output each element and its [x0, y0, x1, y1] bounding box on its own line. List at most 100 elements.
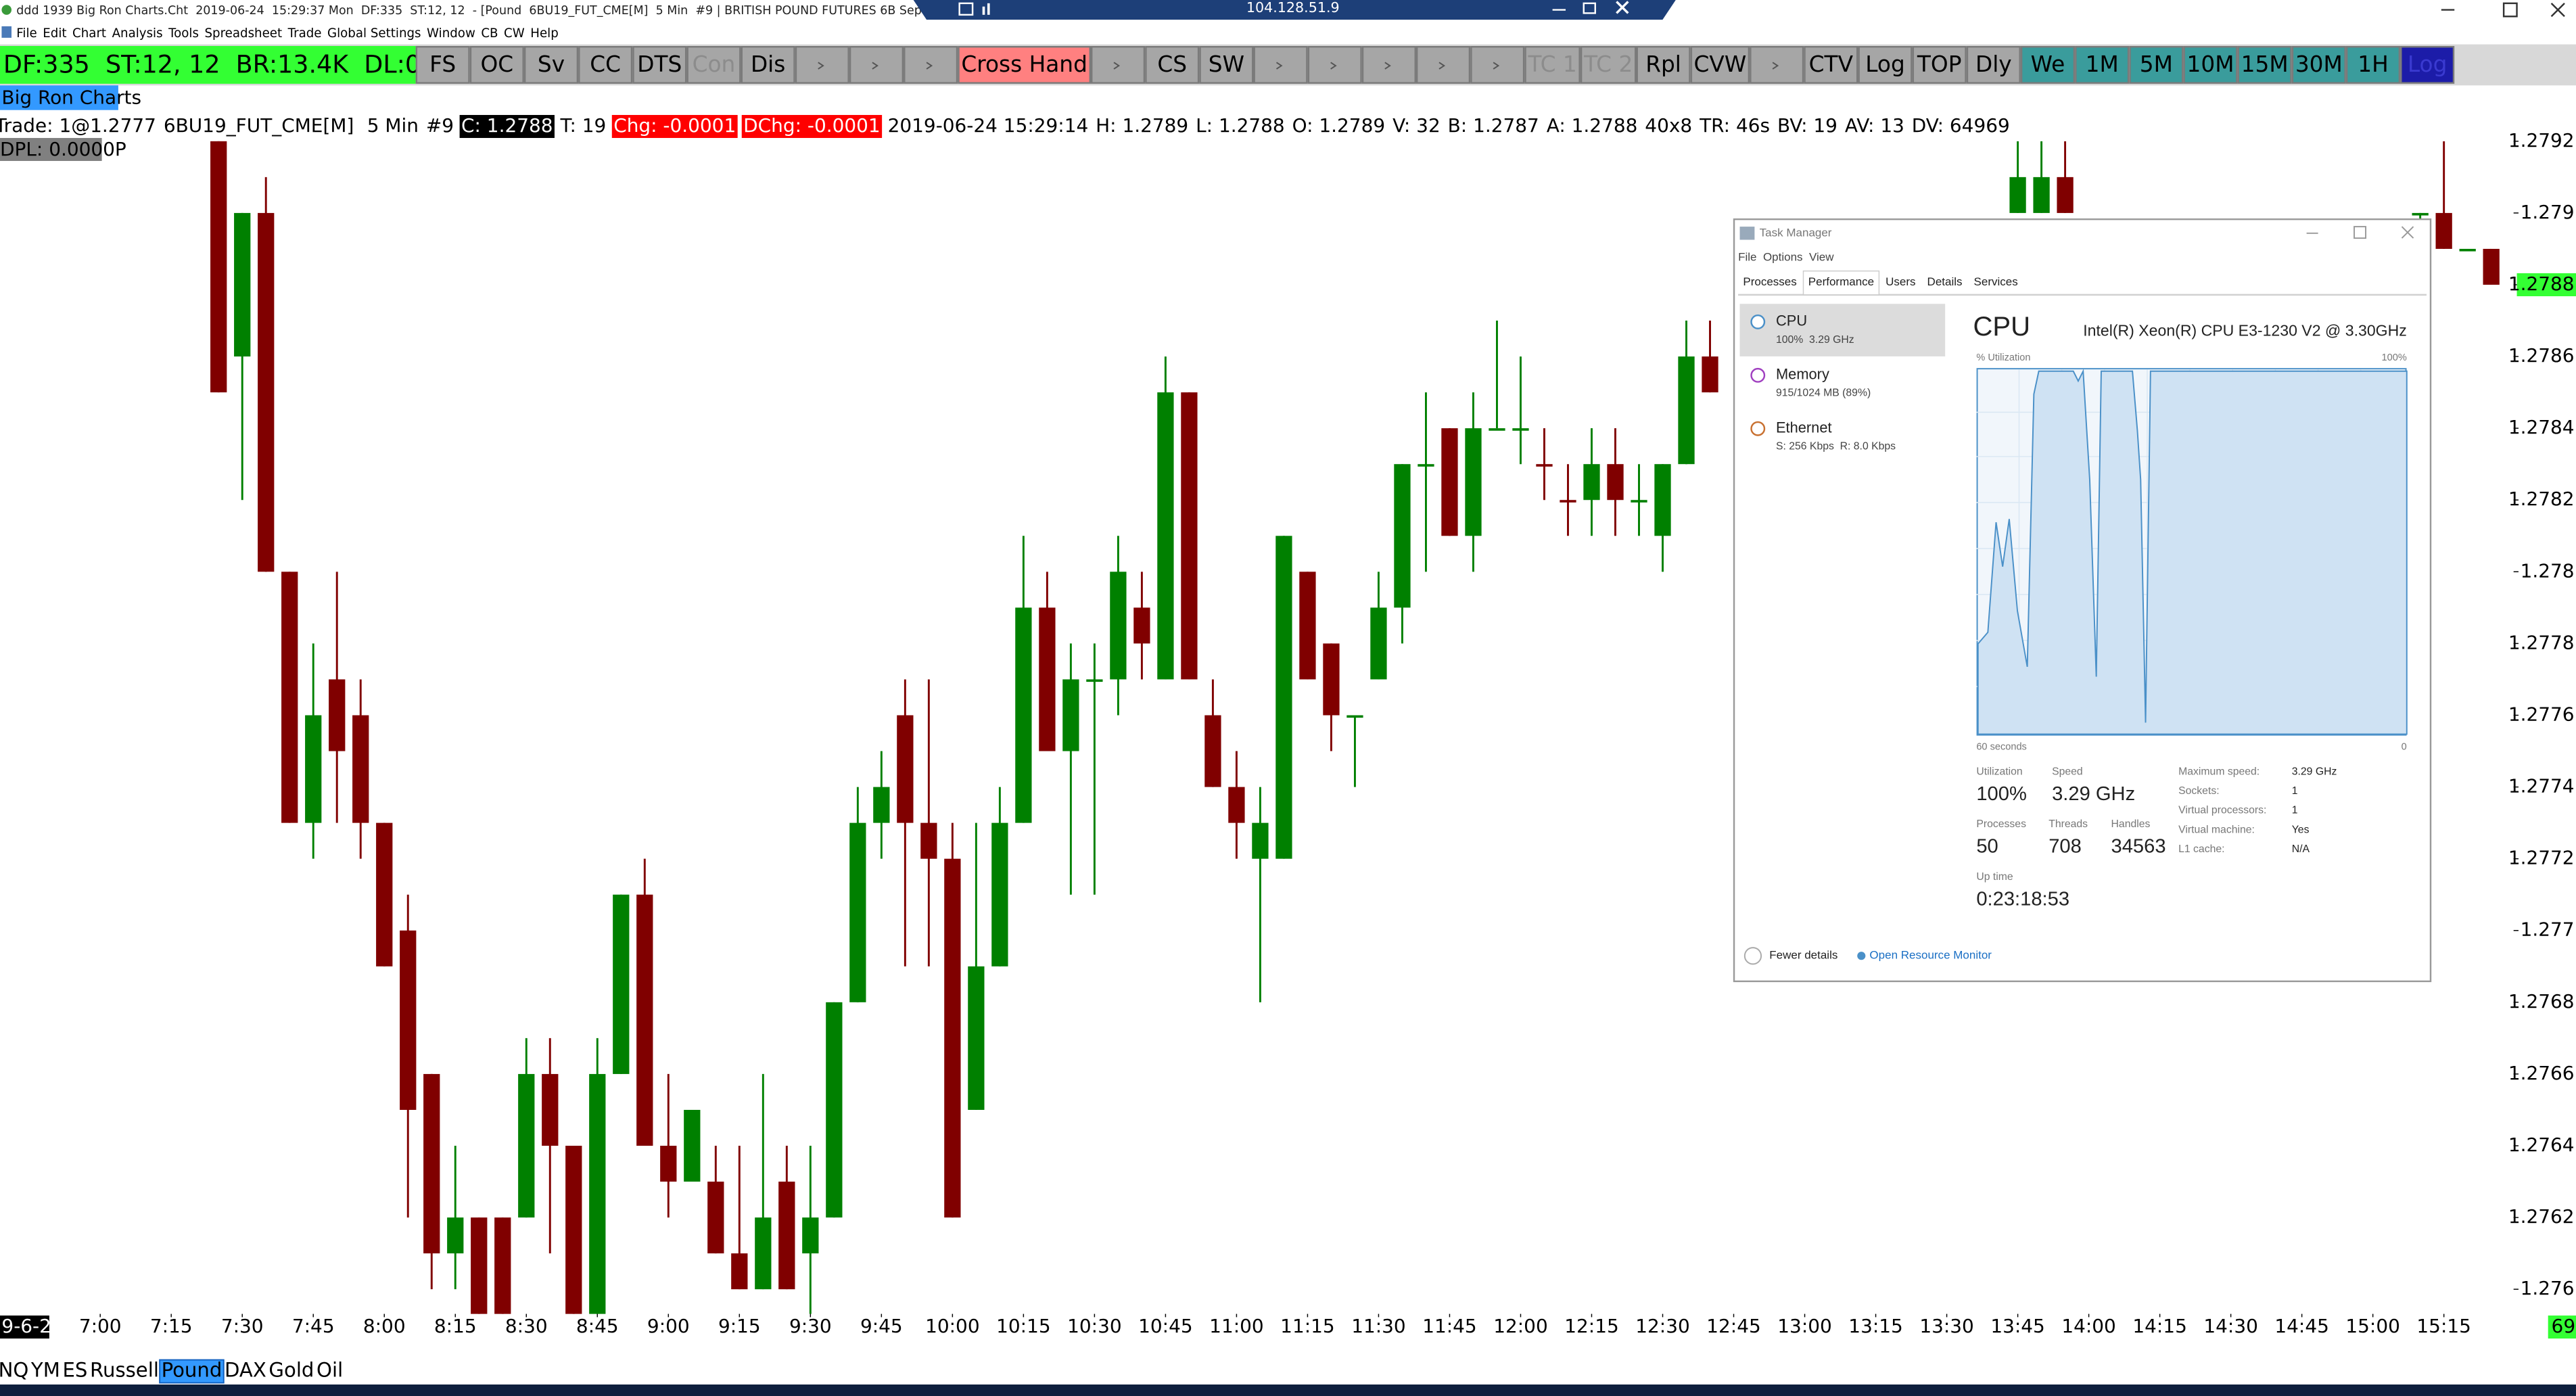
resource-detail[interactable]: 915/1024 MB (89%): [1776, 388, 1871, 399]
button-face[interactable]: [523, 45, 579, 84]
menu-item[interactable]: Global Settings: [327, 26, 421, 41]
button-face[interactable]: [1966, 45, 2021, 84]
symbol-tab[interactable]: Gold: [268, 1359, 314, 1382]
remote-restore[interactable]: [1583, 2, 1596, 14]
resource-name[interactable]: Ethernet: [1776, 419, 1832, 436]
toolbar-button[interactable]: CVW: [1690, 45, 1750, 84]
button-icon[interactable]: [1330, 62, 1337, 70]
toolbar-button[interactable]: DTS: [632, 45, 687, 84]
toolbar-button[interactable]: [1090, 45, 1146, 84]
resource-name[interactable]: CPU: [1776, 312, 1807, 329]
symbol-tab[interactable]: NQ: [0, 1359, 28, 1382]
button-face[interactable]: [2400, 45, 2455, 84]
button-label[interactable]: Log: [2408, 51, 2448, 77]
toolbar-button[interactable]: CTV: [1804, 45, 1858, 84]
button-label[interactable]: Rpl: [1645, 51, 1681, 77]
menu-item[interactable]: Help: [530, 26, 559, 41]
button-face[interactable]: [2183, 45, 2238, 84]
button-face[interactable]: [578, 45, 633, 84]
button-icon[interactable]: [1384, 62, 1391, 70]
toolbar-button[interactable]: Sv: [523, 45, 579, 84]
toolbar-button[interactable]: 5M: [2129, 45, 2184, 84]
tm-menu[interactable]: File Options View: [1738, 251, 1834, 264]
menu-item[interactable]: CW: [504, 26, 525, 41]
toolbar-button[interactable]: [849, 45, 904, 84]
button-face[interactable]: [632, 45, 687, 84]
button-face[interactable]: [1524, 45, 1580, 84]
toolbar-button[interactable]: CC: [578, 45, 633, 84]
fewer-details[interactable]: Fewer details: [1769, 949, 1837, 962]
button-face[interactable]: [741, 45, 795, 84]
button-face[interactable]: [1858, 45, 1913, 84]
toolbar-button[interactable]: FS: [415, 45, 470, 84]
button-icon[interactable]: [1493, 62, 1500, 70]
button-label[interactable]: CTV: [1809, 51, 1854, 77]
button-face[interactable]: [2129, 45, 2184, 84]
button-label[interactable]: 5M: [2140, 51, 2173, 77]
tm-tab[interactable]: Processes: [1743, 275, 1796, 288]
button-icon[interactable]: [872, 62, 879, 70]
toolbar-button[interactable]: 10M: [2183, 45, 2238, 84]
symbol-tab-selected[interactable]: [159, 1359, 225, 1384]
toolbar-button[interactable]: We: [2020, 45, 2076, 84]
button-face[interactable]: [1690, 45, 1750, 84]
toolbar-button[interactable]: [795, 45, 849, 84]
menu-item[interactable]: Trade: [287, 26, 322, 41]
monitor-icon[interactable]: [1857, 952, 1866, 960]
button-label[interactable]: Sv: [538, 51, 565, 77]
toolbar-button[interactable]: Con: [686, 45, 741, 84]
tm-tab[interactable]: Details: [1927, 275, 1963, 288]
button-face[interactable]: [2075, 45, 2130, 84]
button-face[interactable]: [1145, 45, 1200, 84]
menu-item[interactable]: CB: [481, 26, 498, 41]
button-face[interactable]: [415, 45, 470, 84]
button-label[interactable]: TC 2: [1583, 51, 1633, 77]
toolbar-button[interactable]: Log: [2400, 45, 2455, 84]
symbol-tab[interactable]: Russell: [90, 1359, 159, 1382]
button-label[interactable]: 30M: [2295, 51, 2343, 77]
selected-resource[interactable]: [1739, 304, 1946, 356]
menu-item[interactable]: Analysis: [112, 26, 163, 41]
toolbar-button[interactable]: TC 2: [1580, 45, 1637, 84]
toolbar-button[interactable]: 15M: [2237, 45, 2292, 84]
close[interactable]: [2550, 2, 2565, 18]
menu-item[interactable]: Spreadsheet: [204, 26, 282, 41]
toolbar-button[interactable]: [1253, 45, 1308, 84]
button-face[interactable]: [1804, 45, 1858, 84]
button-icon[interactable]: [1275, 62, 1283, 70]
symbol-tab[interactable]: DAX: [225, 1359, 266, 1382]
toolbar-button[interactable]: 1H: [2345, 45, 2401, 84]
toolbar-button[interactable]: [1470, 45, 1525, 84]
tm-close[interactable]: [2401, 226, 2414, 239]
tm-tab[interactable]: Users: [1886, 275, 1915, 288]
menu-item[interactable]: Window: [427, 26, 475, 41]
resource-detail[interactable]: S: 256 Kbps R: 8.0 Kbps: [1776, 441, 1896, 452]
tm-tab[interactable]: Services: [1974, 275, 2018, 288]
button-icon[interactable]: [818, 62, 824, 70]
toolbar-button[interactable]: [1307, 45, 1362, 84]
resource-monitor-link[interactable]: Open Resource Monitor: [1869, 949, 1992, 962]
button-label[interactable]: Con: [693, 51, 736, 77]
toolbar-button[interactable]: SW: [1199, 45, 1254, 84]
toolbar-button[interactable]: OC: [469, 45, 524, 84]
button-face[interactable]: [2345, 45, 2401, 84]
toolbar-button[interactable]: [1750, 45, 1804, 84]
symbol-tab[interactable]: YM: [30, 1359, 60, 1382]
toolbar-button[interactable]: Dly: [1966, 45, 2021, 84]
tm-maximize[interactable]: [2353, 226, 2367, 239]
symbol-tab[interactable]: Pound: [162, 1359, 223, 1382]
tm-tab[interactable]: Performance: [1808, 275, 1874, 288]
button-label[interactable]: DTS: [637, 51, 682, 77]
button-label[interactable]: TOP: [1917, 51, 1962, 77]
button-face[interactable]: [1636, 45, 1691, 84]
button-label[interactable]: 15M: [2241, 51, 2289, 77]
tm-tab-selected[interactable]: [1802, 270, 1880, 296]
button-face[interactable]: [1912, 45, 1967, 84]
menu-item[interactable]: Edit: [43, 26, 66, 41]
button-label[interactable]: Dis: [751, 51, 785, 77]
button-label[interactable]: CC: [590, 51, 621, 77]
button-label[interactable]: We: [2031, 51, 2065, 77]
toolbar-button[interactable]: 30M: [2291, 45, 2346, 84]
toolbar-button[interactable]: Log: [1858, 45, 1913, 84]
button-face[interactable]: [2020, 45, 2076, 84]
